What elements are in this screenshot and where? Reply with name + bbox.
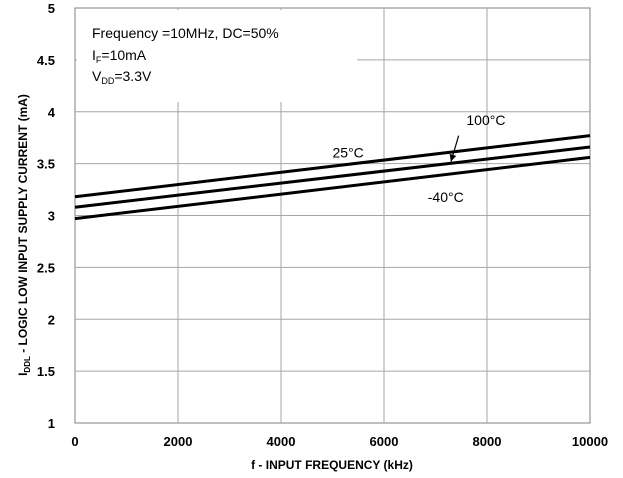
- y-tick-label: 3.5: [37, 157, 55, 172]
- label-arrowhead: [449, 153, 457, 162]
- condition-frequency: Frequency =10MHz, DC=50%: [92, 25, 279, 41]
- series-line: [74, 145, 591, 209]
- horizontal-gridlines: [75, 59, 590, 372]
- x-tick-label: 0: [71, 434, 78, 449]
- x-tick-label: 2000: [164, 434, 193, 449]
- y-tick-label: 3: [48, 209, 55, 224]
- x-tick-label: 6000: [370, 434, 399, 449]
- y-tick-label: 1.5: [37, 364, 55, 379]
- series-label: -40°C: [428, 189, 464, 205]
- y-tick-label: 4.5: [37, 53, 55, 68]
- y-tick-label: 2: [48, 312, 55, 327]
- x-tick-label: 8000: [473, 434, 502, 449]
- x-axis-title: f - INPUT FREQUENCY (kHz): [251, 458, 413, 472]
- series-label: 25°C: [333, 144, 364, 160]
- x-tick-label: 10000: [572, 434, 608, 449]
- series-line: [74, 155, 591, 221]
- y-axis-title: IDDL - LOGIC LOW INPUT SUPPLY CURRENT (m…: [16, 94, 32, 376]
- series-label: 100°C: [466, 112, 505, 128]
- series-lines: [74, 134, 591, 221]
- y-tick-label: 2.5: [37, 260, 55, 275]
- conditions-box: [77, 10, 357, 102]
- condition-vdd: VDD=3.3V: [92, 68, 152, 86]
- y-tick-label: 4: [48, 105, 56, 120]
- x-axis-ticks: 0 2000 4000 6000 8000 10000: [71, 434, 608, 449]
- y-axis-ticks: 1 1.5 2 2.5 3 3.5 4 4.5 5: [37, 1, 56, 431]
- y-tick-label: 5: [48, 1, 55, 16]
- x-tick-label: 4000: [267, 434, 296, 449]
- condition-if: IF=10mA: [92, 47, 147, 65]
- series-line: [74, 134, 591, 199]
- series-labels: 100°C 25°C -40°C: [333, 112, 506, 205]
- y-tick-label: 1: [48, 416, 55, 431]
